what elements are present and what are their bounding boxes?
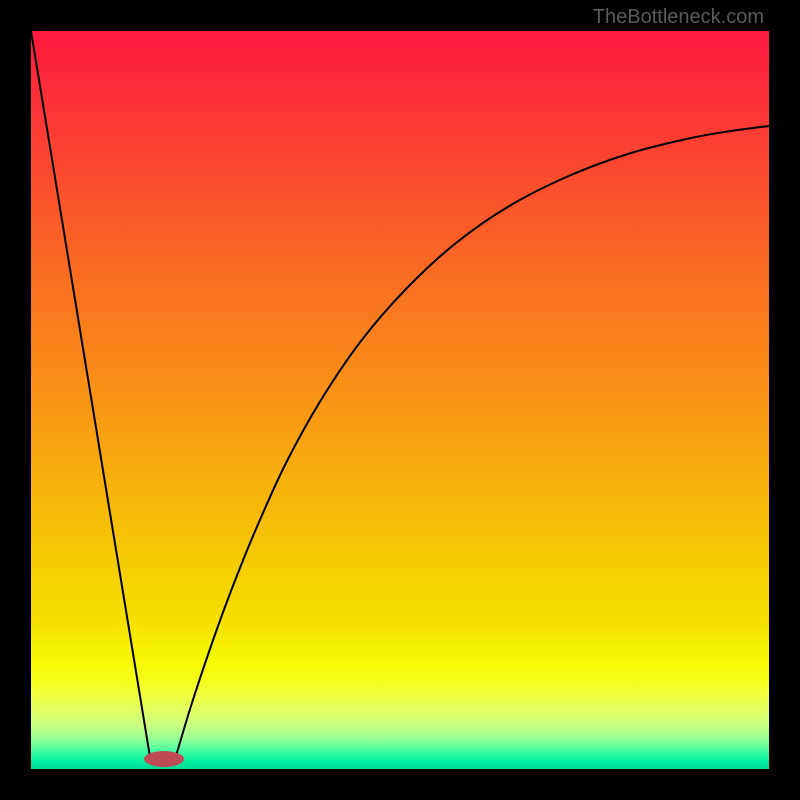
minimum-marker <box>144 751 184 767</box>
right-ascending-curve <box>176 126 769 756</box>
attribution-text: TheBottleneck.com <box>593 6 764 29</box>
plot-area <box>31 31 769 769</box>
left-descending-line <box>31 31 150 757</box>
curve-overlay <box>31 31 769 769</box>
chart-container: TheBottleneck.com <box>0 0 800 800</box>
